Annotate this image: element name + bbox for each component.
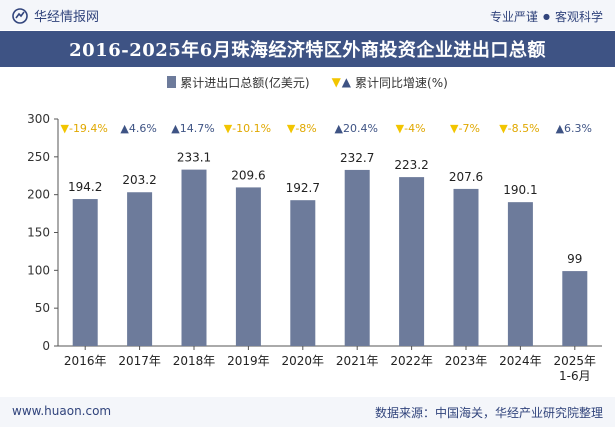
growth-label: ▼-4% bbox=[396, 122, 426, 135]
growth-value: -7% bbox=[459, 122, 480, 135]
growth-value: -8.5% bbox=[508, 122, 540, 135]
x-tick-label: 2019年 bbox=[227, 354, 270, 368]
x-tick-label: 2022年 bbox=[390, 354, 433, 368]
tagline: 专业严谨 ● 客观科学 bbox=[490, 8, 603, 25]
growth-down-icon: ▼ bbox=[61, 122, 70, 135]
x-tick-label: 2025年 bbox=[554, 354, 597, 368]
bar bbox=[290, 200, 316, 346]
brand-name: 华经情报网 bbox=[34, 10, 100, 25]
x-tick-label: 2018年 bbox=[173, 354, 216, 368]
tagline-right: 客观科学 bbox=[554, 10, 603, 24]
growth-label: ▼-8% bbox=[287, 122, 317, 135]
x-tick-label: 2017年 bbox=[118, 354, 161, 368]
growth-value: -10.1% bbox=[232, 122, 271, 135]
growth-up-icon: ▲ bbox=[120, 122, 129, 135]
growth-label: ▼-10.1% bbox=[224, 122, 271, 135]
legend: 累计进出口总额(亿美元) ▼ ▲ 累计同比增速(%) bbox=[0, 72, 615, 92]
bar bbox=[453, 188, 479, 346]
bar-value-label: 232.7 bbox=[340, 151, 374, 165]
x-tick-label: 2021年 bbox=[336, 354, 379, 368]
y-tick-label: 50 bbox=[35, 301, 50, 315]
bar-value-label: 194.2 bbox=[68, 180, 102, 194]
growth-value: -8% bbox=[295, 122, 316, 135]
bar-value-label: 207.6 bbox=[449, 170, 483, 184]
growth-label: ▲14.7% bbox=[171, 122, 214, 135]
growth-down-icon: ▼ bbox=[450, 122, 459, 135]
legend-bar-label: 累计进出口总额(亿美元) bbox=[180, 75, 310, 90]
bar-value-label: 233.1 bbox=[177, 151, 211, 165]
bar-value-label: 203.2 bbox=[122, 173, 156, 187]
legend-item-bar: 累计进出口总额(亿美元) bbox=[167, 74, 310, 91]
brand-logo-icon bbox=[12, 7, 28, 24]
title-bar: 2016-2025年6月珠海经济特区外商投资企业进出口总额 bbox=[0, 31, 615, 67]
legend-item-growth: ▼ ▲ 累计同比增速(%) bbox=[332, 74, 448, 91]
growth-up-icon: ▲ bbox=[334, 122, 343, 135]
x-tick-label: 2016年 bbox=[64, 354, 107, 368]
growth-value: 14.7% bbox=[180, 122, 215, 135]
legend-bar-swatch bbox=[167, 76, 177, 88]
bar-value-label: 209.6 bbox=[231, 168, 265, 182]
y-tick-label: 0 bbox=[42, 339, 50, 353]
bar-value-label: 190.1 bbox=[503, 183, 537, 197]
growth-label: ▼-19.4% bbox=[61, 122, 108, 135]
bar-value-label: 223.2 bbox=[394, 158, 428, 172]
growth-value: 6.3% bbox=[564, 122, 592, 135]
x-tick-label: 2020年 bbox=[282, 354, 325, 368]
y-tick-label: 150 bbox=[27, 226, 50, 240]
bar bbox=[507, 202, 533, 346]
y-tick-label: 100 bbox=[27, 263, 50, 277]
bar bbox=[181, 169, 207, 346]
bar-value-label: 192.7 bbox=[286, 181, 320, 195]
growth-label: ▲20.4% bbox=[334, 122, 377, 135]
bar-chart: 050100150200250300194.22016年▼-19.4%203.2… bbox=[27, 112, 602, 383]
bar bbox=[235, 187, 261, 346]
legend-triangle-icon: ▼ ▲ bbox=[331, 75, 352, 89]
y-tick-label: 250 bbox=[27, 150, 50, 164]
growth-down-icon: ▼ bbox=[499, 122, 508, 135]
brand: 华经情报网 bbox=[12, 6, 99, 25]
growth-up-icon: ▲ bbox=[171, 122, 180, 135]
bar bbox=[399, 177, 425, 346]
y-tick-label: 200 bbox=[27, 188, 50, 202]
tagline-left: 专业严谨 bbox=[489, 10, 538, 24]
bar bbox=[127, 192, 153, 346]
bar-value-label: 99 bbox=[567, 252, 582, 266]
growth-down-icon: ▼ bbox=[224, 122, 233, 135]
growth-label: ▼-8.5% bbox=[499, 122, 539, 135]
y-tick-label: 300 bbox=[27, 112, 50, 126]
growth-label: ▲4.6% bbox=[120, 122, 156, 135]
x-tick-label: 1-6月 bbox=[559, 369, 591, 383]
growth-down-icon: ▼ bbox=[287, 122, 296, 135]
tagline-dot-icon: ● bbox=[543, 12, 550, 21]
growth-label: ▼-7% bbox=[450, 122, 480, 135]
growth-value: -19.4% bbox=[69, 122, 108, 135]
growth-label: ▲6.3% bbox=[556, 122, 592, 135]
x-tick-label: 2024年 bbox=[499, 354, 542, 368]
growth-down-icon: ▼ bbox=[396, 122, 405, 135]
bar bbox=[344, 169, 370, 346]
bar bbox=[562, 271, 588, 346]
x-tick-label: 2023年 bbox=[445, 354, 488, 368]
footer-source: 数据来源：中国海关，华经产业研究院整理 bbox=[374, 406, 603, 420]
growth-value: 20.4% bbox=[343, 122, 378, 135]
footer: www.huaon.com 数据来源：中国海关，华经产业研究院整理 bbox=[0, 397, 615, 427]
legend-growth-label: 累计同比增速(%) bbox=[355, 75, 448, 90]
bar bbox=[72, 199, 98, 346]
growth-value: -4% bbox=[404, 122, 425, 135]
growth-value: 4.6% bbox=[129, 122, 157, 135]
header-bar: 华经情报网 专业严谨 ● 客观科学 bbox=[0, 0, 615, 30]
growth-up-icon: ▲ bbox=[556, 122, 565, 135]
chart-title: 2016-2025年6月珠海经济特区外商投资企业进出口总额 bbox=[69, 40, 546, 61]
footer-website: www.huaon.com bbox=[12, 404, 112, 418]
